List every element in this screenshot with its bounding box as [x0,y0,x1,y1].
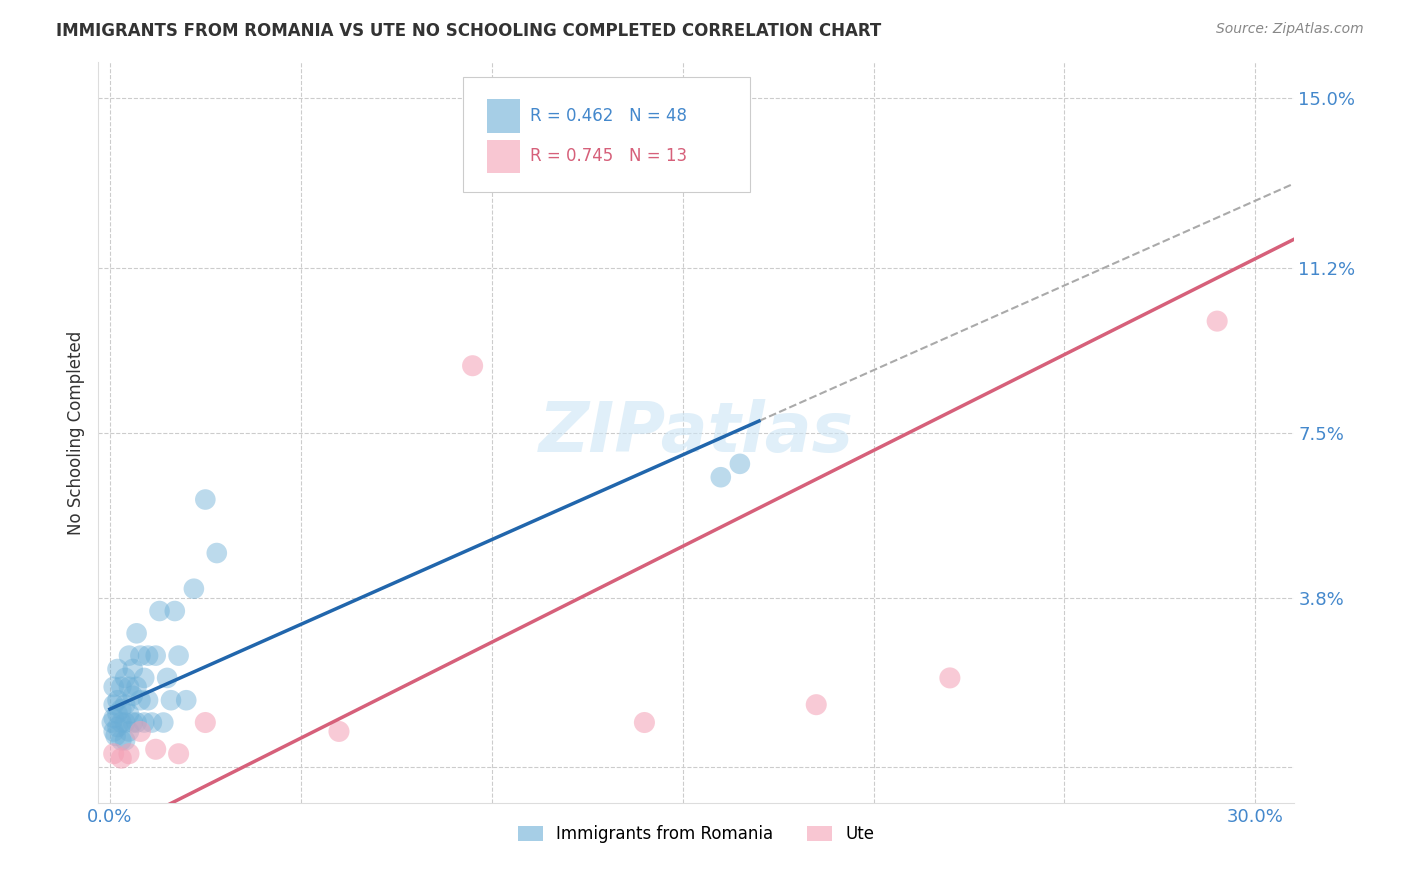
Point [110,715,132,730]
Bar [486,99,520,133]
Point [118,706,141,721]
Point [152,715,174,730]
Point [461,359,484,373]
Point [145,742,167,756]
Point [121,689,143,703]
Point [125,680,148,694]
Point [118,724,141,739]
Point [103,724,125,739]
Point [118,680,141,694]
Y-axis label: No Schooling Completed: No Schooling Completed [66,331,84,534]
Point [129,648,152,663]
Point [107,706,129,721]
Point [194,492,217,507]
Point [103,711,125,725]
Point [1206,314,1229,328]
Point [939,671,962,685]
Text: Source: ZipAtlas.com: Source: ZipAtlas.com [1216,22,1364,37]
Point [103,680,125,694]
Point [136,648,159,663]
Point [125,715,148,730]
Point [114,671,136,685]
Point [806,698,828,712]
Point [110,751,132,765]
Point [167,648,190,663]
Point [129,724,152,739]
Point [104,729,127,743]
Point [107,662,129,676]
Point [103,747,125,761]
Point [118,648,141,663]
Point [101,715,124,730]
Text: R = 0.462   N = 48: R = 0.462 N = 48 [530,108,688,126]
Text: ZIPatlas: ZIPatlas [538,399,853,467]
Bar [486,140,520,173]
Point [633,715,655,730]
Point [118,747,141,761]
Point [129,693,152,707]
Point [121,662,143,676]
Point [728,457,751,471]
Point [141,715,163,730]
Point [148,604,170,618]
Point [134,671,156,685]
Point [107,720,129,734]
Legend: Immigrants from Romania, Ute: Immigrants from Romania, Ute [512,819,880,850]
Point [134,715,156,730]
Point [163,604,186,618]
Text: IMMIGRANTS FROM ROMANIA VS UTE NO SCHOOLING COMPLETED CORRELATION CHART: IMMIGRANTS FROM ROMANIA VS UTE NO SCHOOL… [56,22,882,40]
Point [125,626,148,640]
Point [110,733,132,747]
Point [110,680,132,694]
FancyBboxPatch shape [463,78,749,192]
Point [205,546,228,560]
Point [156,671,179,685]
Text: R = 0.745   N = 13: R = 0.745 N = 13 [530,147,688,165]
Point [114,733,136,747]
Point [114,698,136,712]
Point [194,715,217,730]
Point [167,747,190,761]
Point [183,582,205,596]
Point [136,693,159,707]
Point [710,470,733,484]
Point [160,693,183,707]
Point [328,724,350,739]
Point [114,715,136,730]
Point [174,693,197,707]
Point [103,698,125,712]
Point [107,693,129,707]
Point [121,715,143,730]
Point [110,702,132,716]
Point [145,648,167,663]
